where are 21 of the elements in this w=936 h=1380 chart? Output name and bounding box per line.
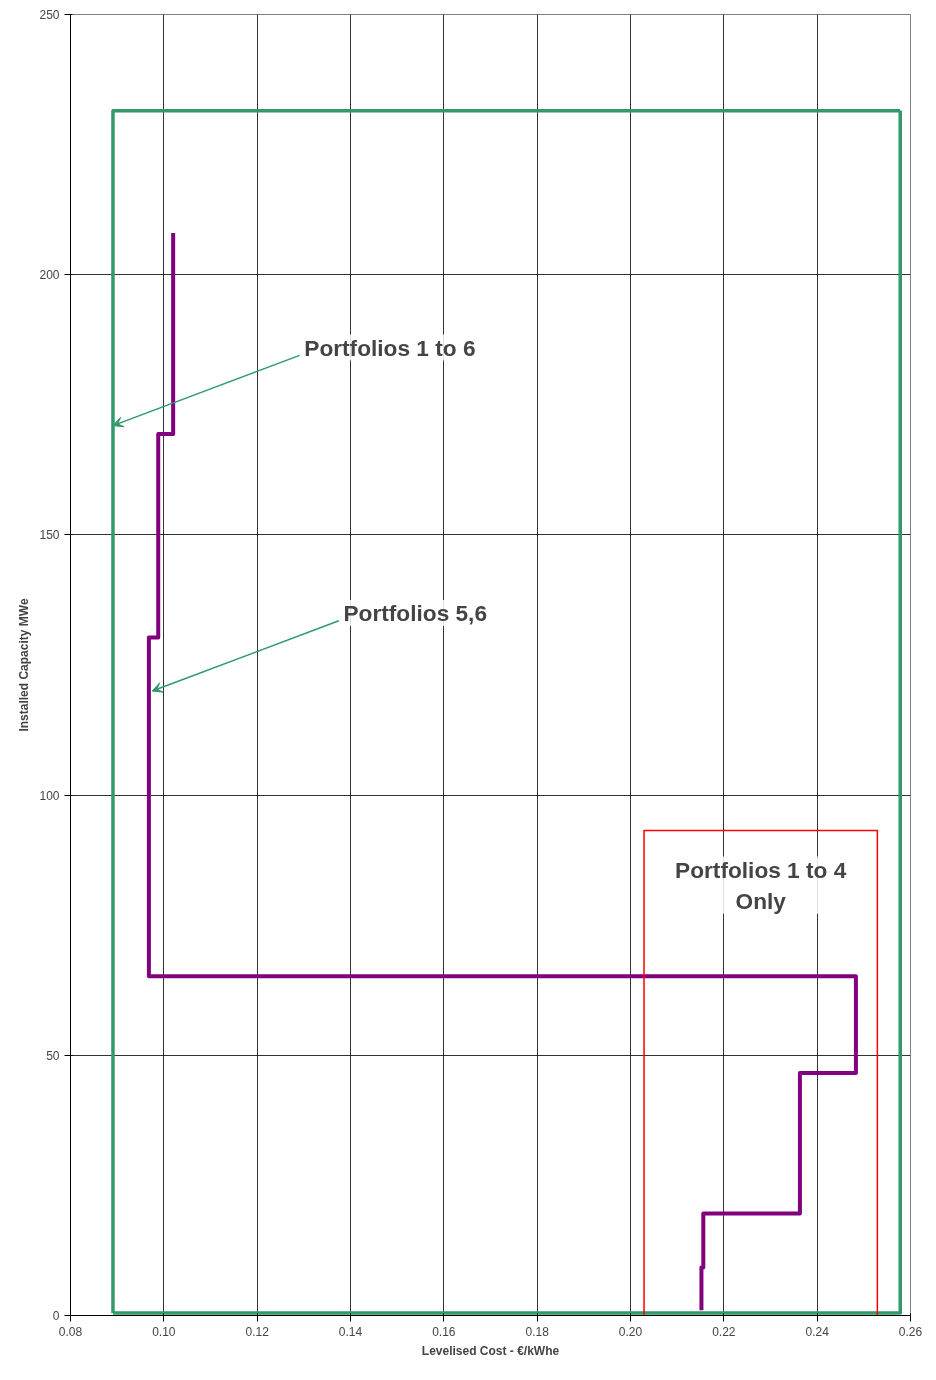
x-tick-label: 0.20 — [618, 1324, 643, 1339]
y-tick-label: 250 — [39, 8, 60, 22]
annotation: Portfolios 5,6 — [343, 599, 488, 626]
y-tick-label: 0 — [52, 1309, 60, 1323]
x-tick-label: 0.22 — [712, 1324, 736, 1339]
x-tick-label: 0.24 — [805, 1324, 830, 1339]
x-tick-label: 0.26 — [898, 1324, 923, 1339]
x-axis-title: Levelised Cost - €/kWhe — [421, 1343, 560, 1358]
y-tick-label: 200 — [39, 268, 60, 283]
annotation: Portfolios 1 to 6 — [304, 334, 476, 361]
x-tick-label: 0.10 — [152, 1324, 176, 1339]
y-axis-title: Installed Capacity MWe — [17, 598, 32, 732]
x-tick-label: 0.08 — [58, 1324, 83, 1339]
annotation: Portfolios 1 to 4 Only — [675, 856, 847, 914]
y-tick-label: 50 — [46, 1048, 60, 1063]
y-tick-label: 150 — [39, 528, 60, 543]
x-tick-label: 0.14 — [338, 1324, 363, 1339]
x-tick-label: 0.12 — [245, 1324, 270, 1339]
y-tick-label: 100 — [39, 788, 60, 803]
x-tick-label: 0.18 — [525, 1324, 550, 1339]
x-tick-label: 0.16 — [432, 1324, 456, 1339]
